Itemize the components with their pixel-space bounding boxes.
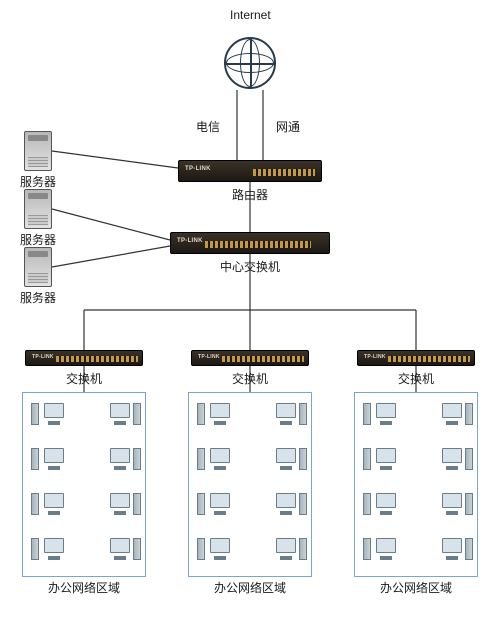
server-device [24, 131, 52, 171]
network-topology-diagram: Internet 电信 网通 服务器服务器服务器 TP-LINK 路由器 TP-… [0, 0, 500, 625]
workstation-icon [441, 538, 463, 560]
server-device [24, 247, 52, 287]
brand-text: TP-LINK [32, 354, 54, 360]
workstation-icon [209, 493, 231, 515]
workstation-icon [375, 403, 397, 425]
access-switch-device: TP-LINK [25, 350, 143, 366]
router-label: 路由器 [178, 186, 322, 203]
server-device [24, 189, 52, 229]
workstation-icon [275, 448, 297, 470]
tower-icon [299, 493, 307, 515]
brand-text: TP-LINK [364, 354, 386, 360]
office-zone-label: 办公网络区域 [23, 579, 145, 596]
workstation-icon [275, 403, 297, 425]
workstation-icon [209, 448, 231, 470]
workstation-icon [441, 448, 463, 470]
office-zone: 办公网络区域 [354, 392, 478, 577]
internet-globe-icon [224, 37, 276, 89]
switch-ports [388, 356, 470, 362]
tower-icon [363, 538, 371, 560]
workstation-icon [43, 538, 65, 560]
workstation-icon [109, 403, 131, 425]
tower-icon [299, 538, 307, 560]
core-switch-ports [205, 241, 311, 248]
workstation-icon [441, 493, 463, 515]
workstation-icon [109, 493, 131, 515]
tower-icon [197, 538, 205, 560]
workstation-icon [375, 448, 397, 470]
tower-icon [465, 403, 473, 425]
tower-icon [197, 403, 205, 425]
tower-icon [133, 403, 141, 425]
workstation-icon [109, 448, 131, 470]
tower-icon [31, 493, 39, 515]
tower-icon [133, 538, 141, 560]
workstation-icon [375, 493, 397, 515]
switch-ports [56, 356, 138, 362]
server-label: 服务器 [18, 173, 58, 190]
tower-icon [133, 493, 141, 515]
router-device: TP-LINK [178, 160, 322, 182]
office-zone-label: 办公网络区域 [355, 579, 477, 596]
access-switch-device: TP-LINK [357, 350, 475, 366]
office-zone-label: 办公网络区域 [189, 579, 311, 596]
router-ports [253, 169, 315, 176]
tower-icon [31, 538, 39, 560]
telecom-label: 电信 [196, 118, 220, 135]
workstation-icon [109, 538, 131, 560]
tower-icon [465, 538, 473, 560]
workstation-icon [43, 493, 65, 515]
brand-text: TP-LINK [177, 238, 203, 244]
brand-text: TP-LINK [185, 166, 211, 172]
switch-label: 交换机 [191, 370, 309, 387]
server-label: 服务器 [18, 289, 58, 306]
tower-icon [133, 448, 141, 470]
access-switch-device: TP-LINK [191, 350, 309, 366]
switch-label: 交换机 [357, 370, 475, 387]
workstation-icon [441, 403, 463, 425]
office-zone: 办公网络区域 [22, 392, 146, 577]
switch-ports [222, 356, 304, 362]
tower-icon [465, 493, 473, 515]
tower-icon [299, 403, 307, 425]
internet-label: Internet [230, 8, 271, 22]
core-switch-device: TP-LINK [170, 232, 330, 254]
switch-label: 交换机 [25, 370, 143, 387]
workstation-icon [275, 493, 297, 515]
workstation-icon [43, 448, 65, 470]
office-zone: 办公网络区域 [188, 392, 312, 577]
server-label: 服务器 [18, 231, 58, 248]
tower-icon [197, 448, 205, 470]
tower-icon [363, 403, 371, 425]
tower-icon [465, 448, 473, 470]
tower-icon [363, 493, 371, 515]
tower-icon [31, 448, 39, 470]
tower-icon [197, 493, 205, 515]
workstation-icon [43, 403, 65, 425]
tower-icon [299, 448, 307, 470]
workstation-icon [209, 403, 231, 425]
tower-icon [363, 448, 371, 470]
workstation-icon [375, 538, 397, 560]
workstation-icon [209, 538, 231, 560]
brand-text: TP-LINK [198, 354, 220, 360]
tower-icon [31, 403, 39, 425]
workstation-icon [275, 538, 297, 560]
netcom-label: 网通 [276, 118, 300, 135]
core-switch-label: 中心交换机 [170, 258, 330, 275]
